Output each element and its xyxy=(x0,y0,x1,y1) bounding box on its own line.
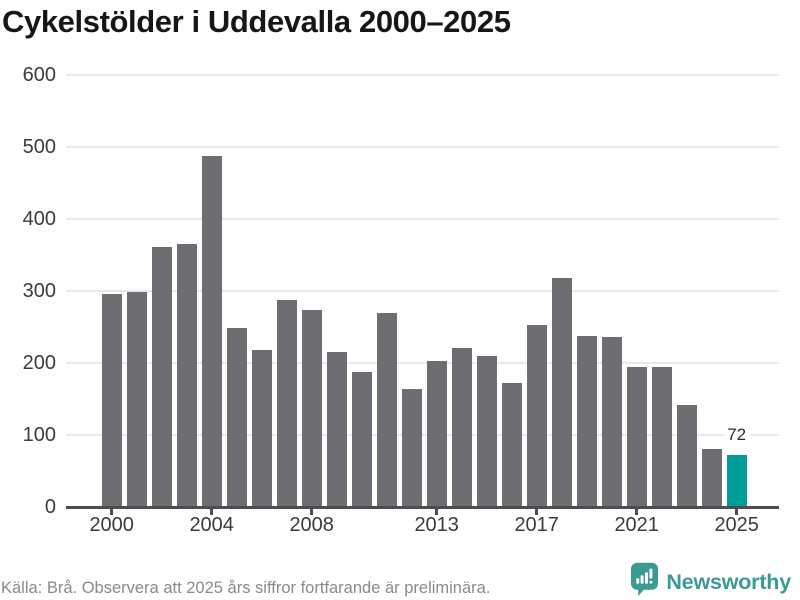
x-axis-label-2013: 2013 xyxy=(414,514,459,536)
bar-2010 xyxy=(351,371,372,507)
x-axis-line xyxy=(66,505,779,509)
x-axis-label-2021: 2021 xyxy=(614,514,659,536)
bar-2000 xyxy=(101,293,122,507)
bar-2020 xyxy=(601,337,622,507)
x-axis-label-2000: 2000 xyxy=(89,514,134,536)
x-axis-label-2025: 2025 xyxy=(714,514,759,536)
gridline-400 xyxy=(66,218,779,220)
bar-2022 xyxy=(651,366,672,507)
y-axis-label-500: 500 xyxy=(22,136,56,158)
bar-2015 xyxy=(476,355,497,507)
bar-2019 xyxy=(576,336,597,507)
gridline-200 xyxy=(66,362,779,364)
bar-2021 xyxy=(626,367,647,507)
x-tick-2025 xyxy=(735,508,738,515)
source-note: Källa: Brå. Observera att 2025 års siffr… xyxy=(1,579,491,597)
y-axis-label-0: 0 xyxy=(44,496,56,518)
y-axis-label-600: 600 xyxy=(22,64,56,86)
bar-2017 xyxy=(526,324,547,507)
bar-2016 xyxy=(501,383,522,507)
gridline-600 xyxy=(66,74,779,76)
bar-2025 xyxy=(726,455,747,507)
bar-2018 xyxy=(551,278,572,507)
bar-2003 xyxy=(176,244,197,507)
x-axis-label-2017: 2017 xyxy=(514,514,559,536)
plot-area: 72 xyxy=(66,74,779,515)
bar-2002 xyxy=(151,247,172,507)
bar-2013 xyxy=(426,360,447,507)
gridline-500 xyxy=(66,146,779,148)
x-tick-2004 xyxy=(210,508,213,515)
x-tick-2021 xyxy=(635,508,638,515)
bar-2023 xyxy=(676,404,697,507)
y-axis-label-100: 100 xyxy=(22,424,56,446)
bar-2001 xyxy=(126,291,147,507)
bar-2009 xyxy=(326,352,347,507)
bar-2024 xyxy=(701,448,722,507)
newsworthy-bubble-chart-icon xyxy=(630,562,659,600)
bar-2012 xyxy=(401,388,422,507)
x-axis-label-2004: 2004 xyxy=(189,514,234,536)
gridline-100 xyxy=(66,434,779,436)
bar-2011 xyxy=(376,312,397,507)
x-tick-2000 xyxy=(110,508,113,515)
x-tick-2017 xyxy=(535,508,538,515)
bar-2007 xyxy=(276,300,297,507)
x-tick-2013 xyxy=(435,508,438,515)
bar-2008 xyxy=(301,309,322,507)
x-tick-2008 xyxy=(310,508,313,515)
newsworthy-wordmark: Newsworthy xyxy=(666,569,791,594)
highlight-value-label: 72 xyxy=(723,425,751,445)
newsworthy-logo: Newsworthy xyxy=(630,562,791,600)
bar-2014 xyxy=(451,347,472,507)
y-axis-label-400: 400 xyxy=(22,208,56,230)
bar-2004 xyxy=(201,156,222,507)
y-axis-label-200: 200 xyxy=(22,352,56,374)
y-axis-label-300: 300 xyxy=(22,280,56,302)
gridline-300 xyxy=(66,290,779,292)
chart-title: Cykelstölder i Uddevalla 2000–2025 xyxy=(2,4,511,39)
bar-2005 xyxy=(226,327,247,507)
x-axis-label-2008: 2008 xyxy=(289,514,334,536)
bar-2006 xyxy=(251,350,272,507)
